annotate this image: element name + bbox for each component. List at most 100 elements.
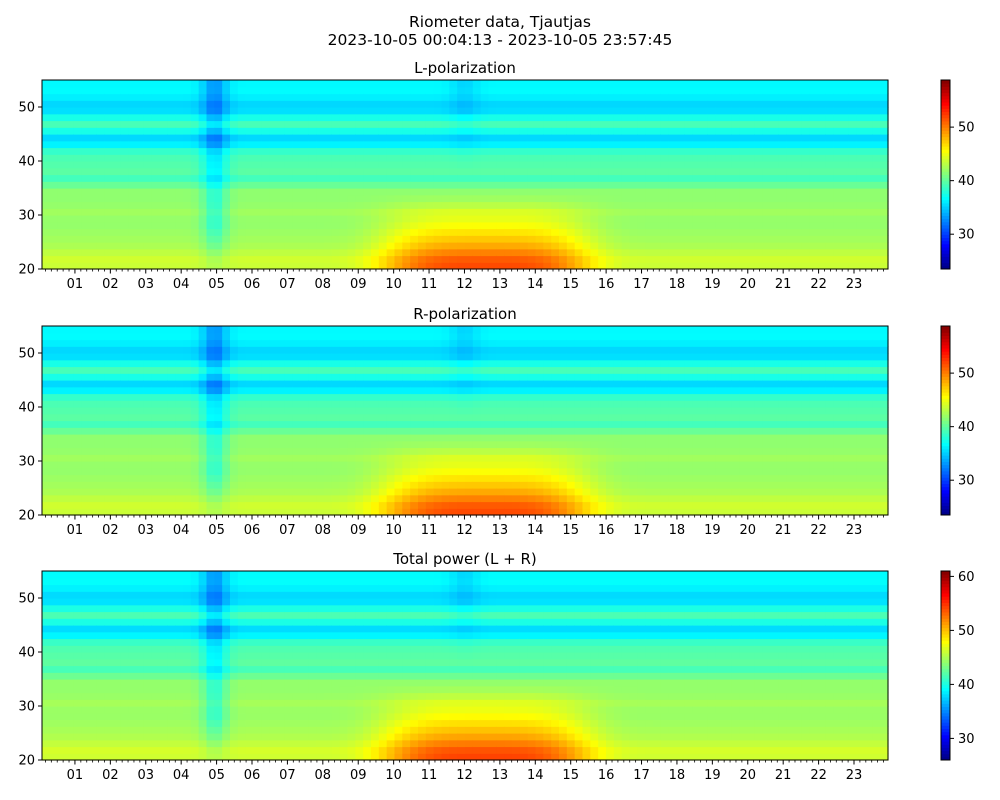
heatmap-cell <box>457 188 466 196</box>
heatmap-cell <box>402 147 411 155</box>
heatmap-cell <box>175 208 184 216</box>
heatmap-cell <box>65 454 74 462</box>
heatmap-cell <box>81 339 90 347</box>
heatmap-cell <box>449 454 458 462</box>
heatmap-cell <box>198 346 208 354</box>
heatmap-cell <box>277 248 286 257</box>
heatmap-cell <box>183 134 192 142</box>
heatmap-cell <box>347 508 356 516</box>
heatmap-cell <box>794 167 803 176</box>
heatmap-cell <box>230 427 239 435</box>
heatmap-cell <box>645 194 654 203</box>
heatmap-cell <box>872 127 881 135</box>
heatmap-cell <box>465 447 474 455</box>
heatmap-cell <box>183 127 192 135</box>
heatmap-cell <box>316 262 325 270</box>
heatmap-cell <box>81 215 90 223</box>
heatmap-cell <box>261 413 270 422</box>
x-tick-label: 09 <box>350 277 367 292</box>
heatmap-cell <box>331 174 341 182</box>
heatmap-cell <box>527 100 537 108</box>
heatmap-cell <box>206 332 215 341</box>
heatmap-cell <box>519 494 529 503</box>
heatmap-cell <box>363 474 372 482</box>
heatmap-cell <box>253 373 262 381</box>
heatmap-cell <box>613 228 623 236</box>
heatmap-cell <box>151 508 161 516</box>
heatmap-cell <box>794 208 803 216</box>
heatmap-cell <box>96 174 106 182</box>
heatmap-cell <box>316 353 325 361</box>
heatmap-cell <box>237 488 247 496</box>
heatmap-cell <box>277 134 286 142</box>
heatmap-cell <box>472 201 482 209</box>
heatmap-cell <box>465 332 474 341</box>
heatmap-cell <box>841 242 850 250</box>
heatmap-cell <box>402 440 411 449</box>
heatmap-cell <box>378 161 388 169</box>
heatmap-cell <box>324 221 333 230</box>
heatmap-cell <box>277 86 286 95</box>
heatmap-cell <box>190 447 200 455</box>
heatmap-cell <box>715 255 725 263</box>
heatmap-cell <box>739 188 748 196</box>
heatmap-cell <box>402 326 411 334</box>
heatmap-cell <box>582 188 591 196</box>
heatmap-cell <box>324 494 333 503</box>
heatmap-cell <box>606 194 615 203</box>
colorbar-segment <box>941 259 950 264</box>
heatmap-cell <box>230 467 239 476</box>
heatmap-cell <box>480 359 490 368</box>
heatmap-cell <box>809 113 819 122</box>
heatmap-cell <box>269 228 278 236</box>
figure-subtitle: 2023-10-05 00:04:13 - 2023-10-05 23:57:4… <box>327 31 673 49</box>
heatmap-cell <box>120 221 129 230</box>
heatmap-cell <box>245 467 255 476</box>
heatmap-cell <box>457 386 466 395</box>
heatmap-cell <box>512 427 521 435</box>
heatmap-cell <box>629 107 638 115</box>
heatmap-cell <box>104 93 114 101</box>
heatmap-cell <box>253 100 262 108</box>
heatmap-cell <box>284 407 294 415</box>
heatmap-cell <box>378 373 388 381</box>
heatmap-cell <box>363 215 372 223</box>
heatmap-cell <box>308 174 317 182</box>
heatmap-cell <box>237 93 247 101</box>
heatmap-cell <box>371 454 380 462</box>
heatmap-cell <box>159 508 168 516</box>
heatmap-cell <box>65 434 74 442</box>
heatmap-cell <box>292 346 302 354</box>
heatmap-cell <box>198 400 208 408</box>
heatmap-cell <box>65 366 74 374</box>
heatmap-cell <box>128 326 137 334</box>
heatmap-cell <box>770 242 779 250</box>
heatmap-cell <box>504 194 513 203</box>
heatmap-cell <box>715 228 725 236</box>
heatmap-cell <box>394 215 403 223</box>
heatmap-cell <box>316 440 325 449</box>
heatmap-cell <box>339 501 349 509</box>
heatmap-cell <box>89 427 98 435</box>
heatmap-cell <box>394 427 403 435</box>
heatmap-cell <box>151 147 161 155</box>
heatmap-cell <box>794 147 803 155</box>
heatmap-cell <box>496 120 505 128</box>
heatmap-cell <box>676 127 685 135</box>
heatmap-cell <box>707 113 717 122</box>
heatmap-cell <box>739 242 748 250</box>
heatmap-cell <box>89 194 98 203</box>
heatmap-cell <box>378 248 388 257</box>
heatmap-cell <box>363 93 372 101</box>
heatmap-cell <box>104 346 114 354</box>
heatmap-cell <box>472 488 482 496</box>
heatmap-cell <box>206 228 215 236</box>
heatmap-cell <box>128 100 137 108</box>
heatmap-cell <box>128 120 137 128</box>
heatmap-cell <box>57 262 67 270</box>
heatmap-cell <box>817 154 826 162</box>
heatmap-cell <box>653 262 662 270</box>
heatmap-cell <box>237 474 247 482</box>
heatmap-cell <box>175 461 184 469</box>
heatmap-cell <box>269 100 278 108</box>
